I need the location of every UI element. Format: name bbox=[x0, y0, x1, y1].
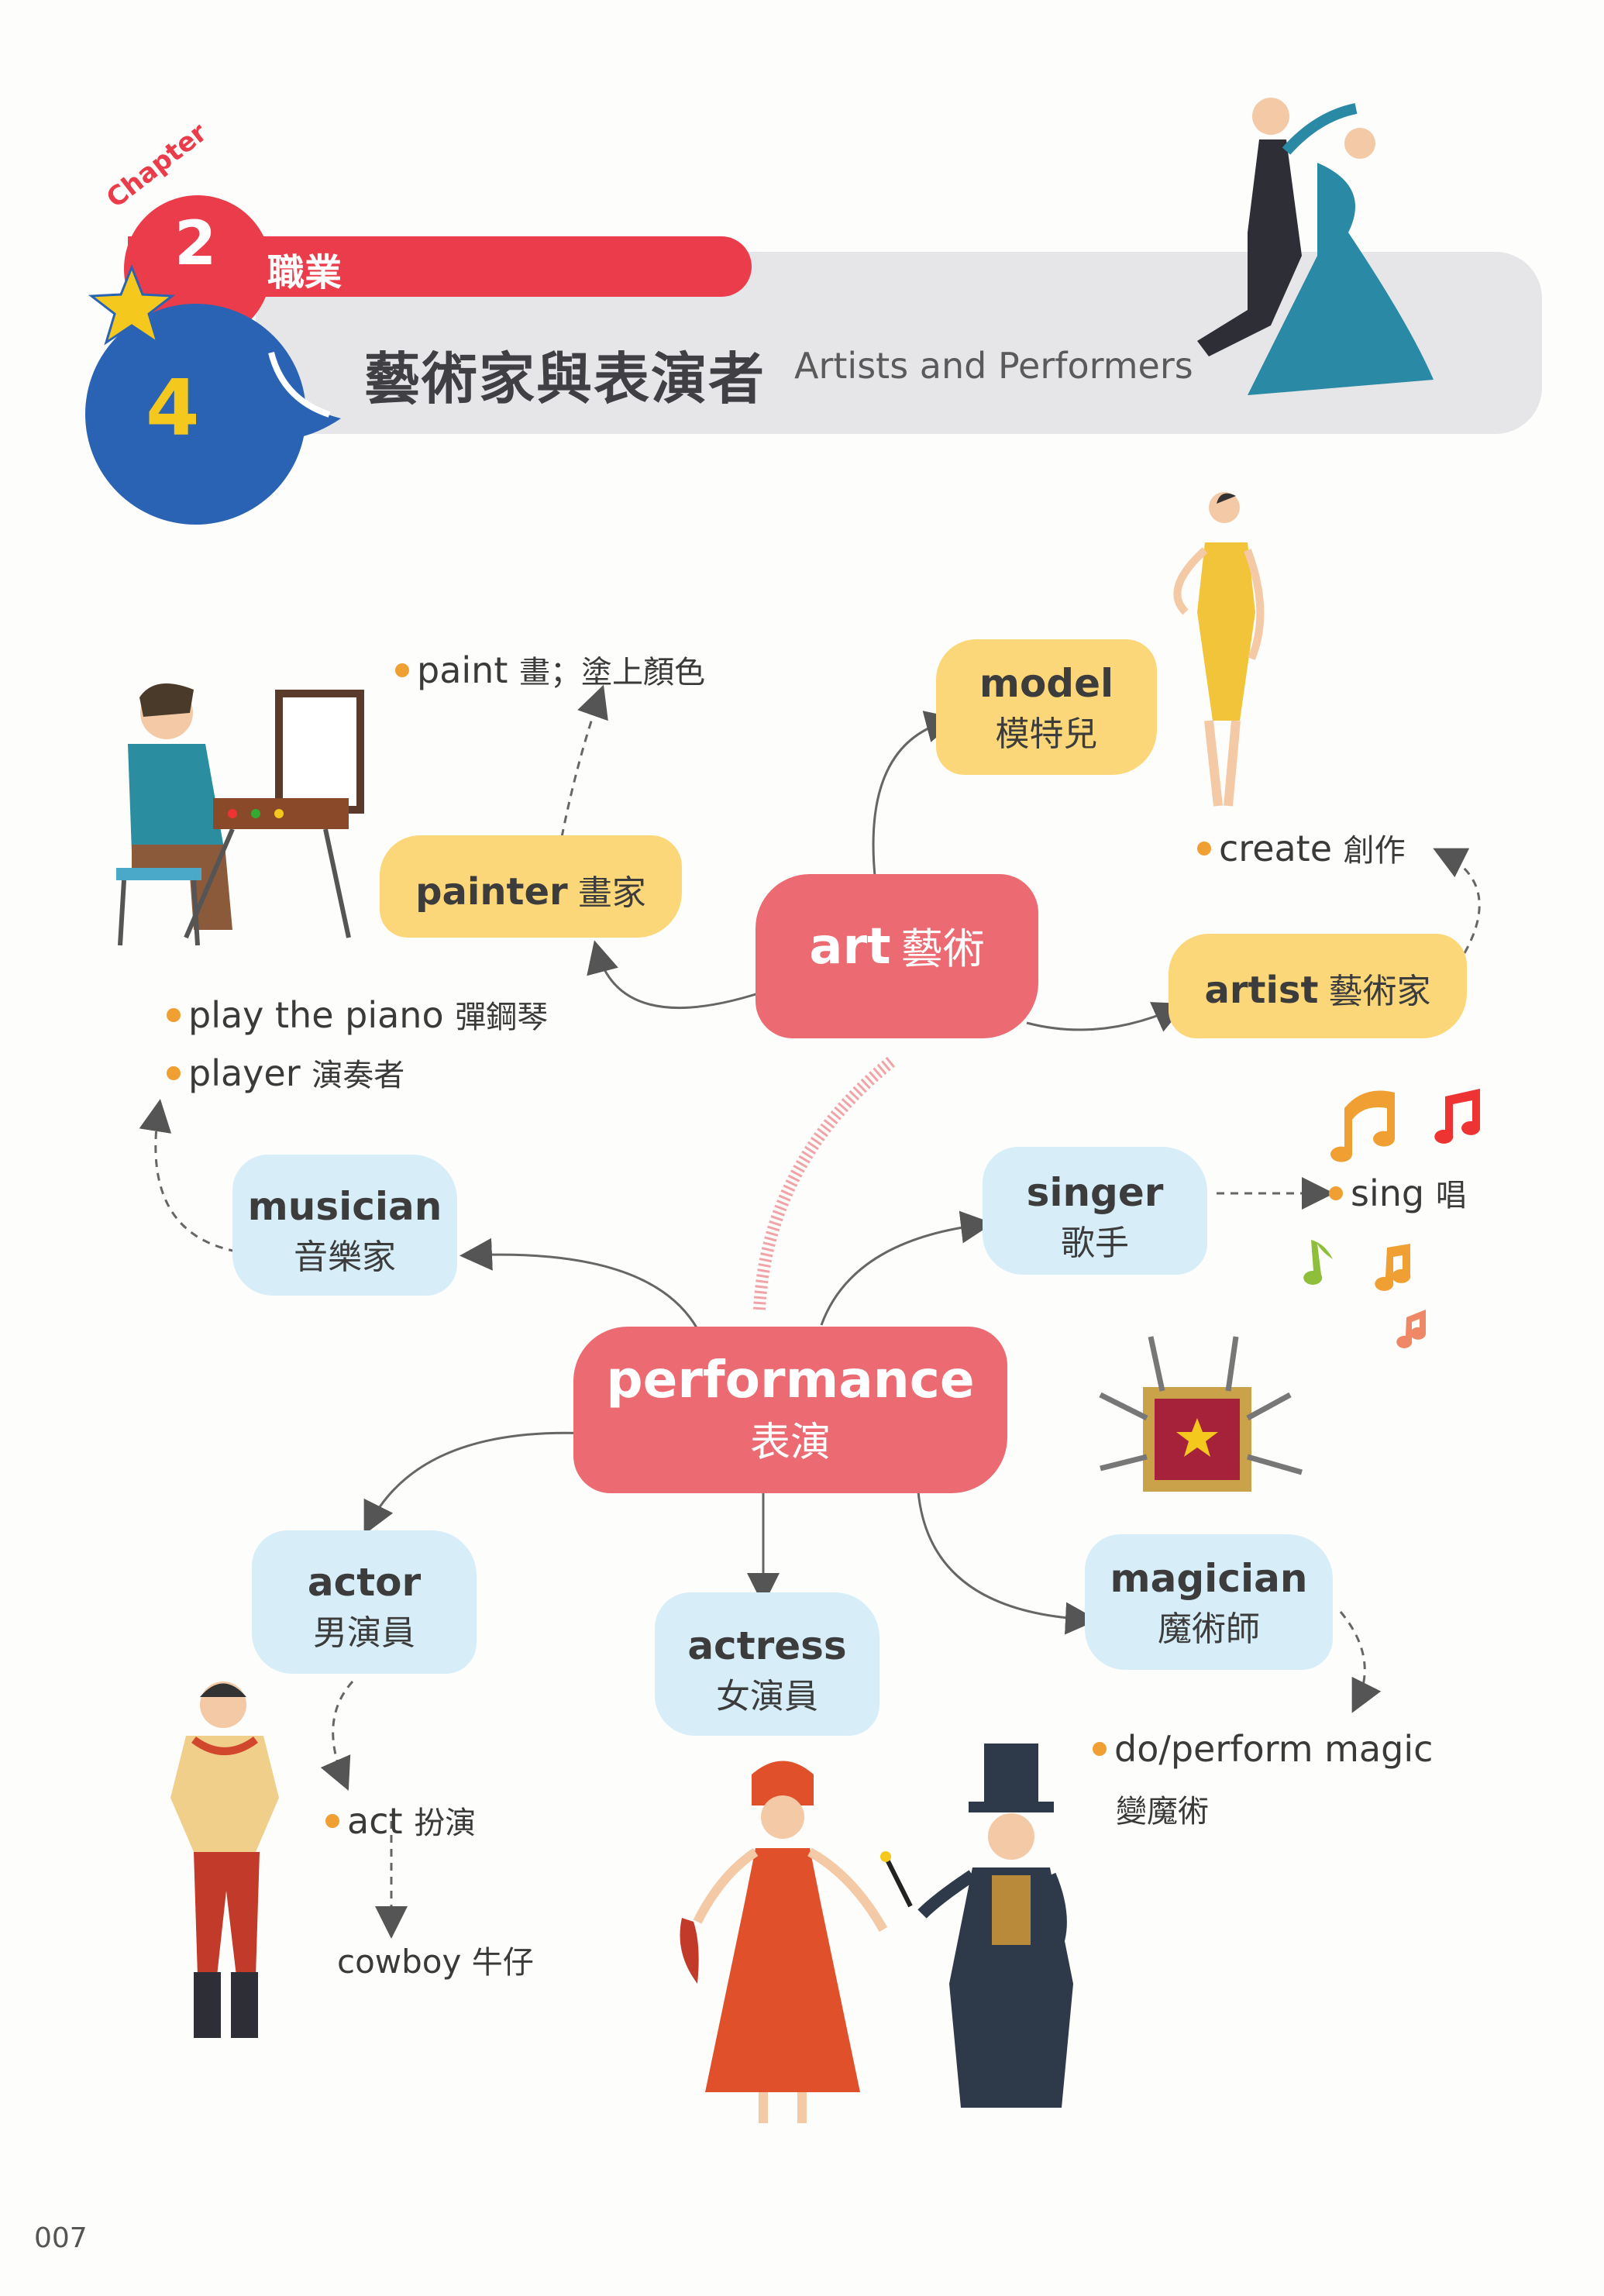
leaf-play-piano-en: play the piano bbox=[188, 994, 444, 1036]
leaf-paint-en: paint bbox=[417, 649, 508, 691]
node-actress-en: actress bbox=[687, 1623, 847, 1668]
music-notes-icon bbox=[1303, 1089, 1481, 1348]
leaf-sing-zh: 唱 bbox=[1435, 1178, 1467, 1213]
leaf-sing-en: sing bbox=[1351, 1172, 1425, 1214]
page-number: 007 bbox=[34, 2222, 88, 2254]
leaf-paint: paint 畫；塗上顏色 bbox=[395, 647, 705, 692]
node-model-en: model bbox=[979, 661, 1114, 706]
edge-art-model bbox=[872, 711, 959, 884]
node-model-zh: 模特兒 bbox=[995, 714, 1098, 754]
node-musician-zh: 音樂家 bbox=[294, 1237, 396, 1277]
leaf-act-en: act bbox=[347, 1800, 403, 1842]
leaf-player: player 演奏者 bbox=[167, 1050, 404, 1095]
leaf-play-piano-zh: 彈鋼琴 bbox=[455, 1000, 549, 1035]
node-actor[interactable]: actor 男演員 bbox=[252, 1530, 477, 1674]
bullet-dot bbox=[325, 1813, 339, 1828]
leaf-magic: do/perform magic bbox=[1093, 1728, 1433, 1770]
leaf-cowboy-en: cowboy bbox=[337, 1943, 462, 1981]
node-art[interactable]: art 藝術 bbox=[756, 874, 1038, 1038]
node-singer[interactable]: singer 歌手 bbox=[983, 1147, 1207, 1275]
page-title: 藝術家與表演者 bbox=[364, 346, 766, 411]
leaf-create: create 創作 bbox=[1197, 825, 1406, 870]
magic-box-illustration bbox=[1099, 1336, 1303, 1492]
node-musician[interactable]: musician 音樂家 bbox=[232, 1155, 457, 1296]
bullet-dot bbox=[167, 1007, 181, 1022]
node-actor-zh: 男演員 bbox=[313, 1613, 415, 1653]
node-performance-en: performance bbox=[606, 1350, 975, 1410]
node-singer-zh: 歌手 bbox=[1061, 1224, 1129, 1263]
node-performance[interactable]: performance 表演 bbox=[573, 1327, 1007, 1493]
actor-illustration bbox=[170, 1682, 279, 2038]
leaf-act-zh: 扮演 bbox=[414, 1805, 477, 1841]
edge-art-artist bbox=[1026, 1002, 1186, 1032]
edge-perf-musician bbox=[460, 1237, 699, 1330]
painter-illustration bbox=[116, 683, 364, 946]
leaf-player-zh: 演奏者 bbox=[312, 1058, 405, 1093]
node-actress-zh: 女演員 bbox=[716, 1677, 818, 1716]
leaf-create-zh: 創作 bbox=[1343, 833, 1406, 869]
node-magician-en: magician bbox=[1110, 1556, 1308, 1601]
edge-perf-singer bbox=[820, 1210, 993, 1326]
leaf-paint-zh: 畫；塗上顏色 bbox=[518, 655, 705, 690]
leaf-act: act 扮演 bbox=[325, 1798, 476, 1843]
node-magician[interactable]: magician 魔術師 bbox=[1085, 1534, 1333, 1670]
node-singer-en: singer bbox=[1026, 1170, 1164, 1215]
node-actress[interactable]: actress 女演員 bbox=[655, 1592, 879, 1736]
leaf-sing: sing 唱 bbox=[1329, 1170, 1467, 1215]
leaf-cowboy-zh: 牛仔 bbox=[471, 1945, 534, 1981]
node-actor-en: actor bbox=[307, 1560, 422, 1605]
edge-perf-magician bbox=[917, 1491, 1098, 1635]
bullet-dot bbox=[395, 663, 409, 677]
dancers-illustration bbox=[1197, 98, 1434, 395]
node-art-en: art bbox=[809, 918, 891, 976]
page-subtitle: Artists and Performers bbox=[794, 345, 1193, 387]
leaf-create-en: create bbox=[1219, 828, 1333, 869]
chapter-number: 2 bbox=[174, 209, 217, 279]
node-painter-en: painter bbox=[415, 870, 568, 914]
leaf-play-piano: play the piano 彈鋼琴 bbox=[167, 992, 548, 1037]
leaf-cowboy: cowboy 牛仔 bbox=[337, 1937, 534, 1982]
bullet-dot bbox=[1197, 841, 1211, 855]
node-art-zh: 藝術 bbox=[900, 924, 985, 973]
chapter-label: 職業 bbox=[267, 251, 342, 294]
bullet-dot bbox=[167, 1065, 181, 1080]
leaf-magic-zh: 變魔術 bbox=[1116, 1794, 1209, 1830]
node-artist-zh: 藝術家 bbox=[1328, 972, 1431, 1011]
node-artist-en: artist bbox=[1204, 969, 1319, 1012]
section-number: 4 bbox=[146, 363, 200, 453]
node-artist[interactable]: artist 藝術家 bbox=[1169, 934, 1467, 1038]
node-musician-en: musician bbox=[247, 1184, 442, 1229]
bullet-dot bbox=[1093, 1741, 1107, 1756]
edge-perf-actor bbox=[363, 1431, 590, 1535]
leaf-magic-en: do/perform magic bbox=[1114, 1728, 1434, 1770]
model-illustration bbox=[1173, 492, 1265, 807]
node-painter-zh: 畫家 bbox=[577, 873, 646, 913]
node-model[interactable]: model 模特兒 bbox=[936, 639, 1157, 775]
bullet-dot bbox=[1329, 1186, 1343, 1200]
node-magician-zh: 魔術師 bbox=[1158, 1609, 1260, 1649]
edge-art-painter bbox=[587, 940, 764, 1010]
actress-illustration bbox=[680, 1761, 888, 2123]
node-performance-zh: 表演 bbox=[749, 1420, 831, 1466]
node-painter[interactable]: painter 畫家 bbox=[380, 835, 682, 938]
magician-illustration bbox=[880, 1744, 1073, 2108]
leaf-player-en: player bbox=[188, 1052, 301, 1094]
